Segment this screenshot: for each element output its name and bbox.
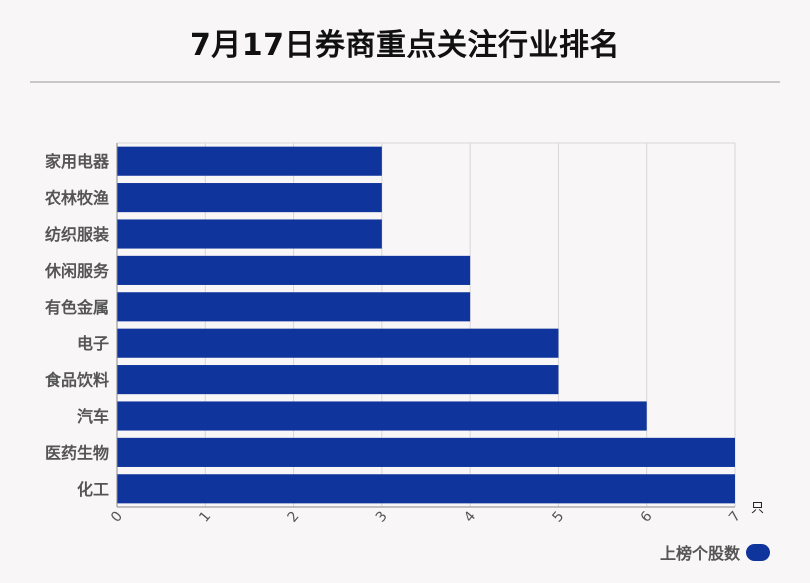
bar[interactable]: [117, 292, 471, 322]
category-label: 电子: [77, 334, 109, 353]
category-label: 有色金属: [45, 298, 109, 317]
x-tick-label: 1: [196, 508, 214, 525]
bar[interactable]: [117, 474, 735, 504]
x-tick-label: 7: [726, 508, 744, 525]
category-label: 医药生物: [45, 443, 109, 462]
bar[interactable]: [117, 328, 559, 358]
bar[interactable]: [117, 146, 382, 176]
category-label: 家用电器: [45, 152, 110, 171]
bar[interactable]: [117, 365, 559, 395]
title-divider: [30, 81, 780, 83]
x-tick-label: 6: [638, 508, 656, 525]
category-label: 化工: [77, 480, 109, 499]
category-label: 食品饮料: [44, 371, 109, 390]
category-label: 休闲服务: [44, 261, 110, 280]
bar[interactable]: [117, 437, 735, 467]
category-label: 纺织服装: [45, 225, 109, 244]
bar[interactable]: [117, 183, 382, 213]
x-unit-label: 只: [751, 501, 764, 516]
x-tick-label: 2: [285, 508, 303, 525]
legend[interactable]: 上榜个股数: [660, 540, 770, 564]
chart-title: 7月17日券商重点关注行业排名: [189, 28, 621, 63]
category-label: 汽车: [77, 407, 109, 426]
x-tick-label: 4: [461, 508, 479, 525]
x-tick-label: 3: [373, 508, 391, 525]
bar[interactable]: [117, 219, 382, 249]
category-label: 农林牧渔: [44, 189, 109, 208]
x-tick-label: 5: [549, 508, 567, 525]
x-tick-label: 0: [108, 508, 126, 525]
bar[interactable]: [117, 401, 647, 431]
legend-swatch: [746, 543, 770, 561]
bar[interactable]: [117, 255, 471, 285]
legend-label: 上榜个股数: [659, 544, 740, 563]
